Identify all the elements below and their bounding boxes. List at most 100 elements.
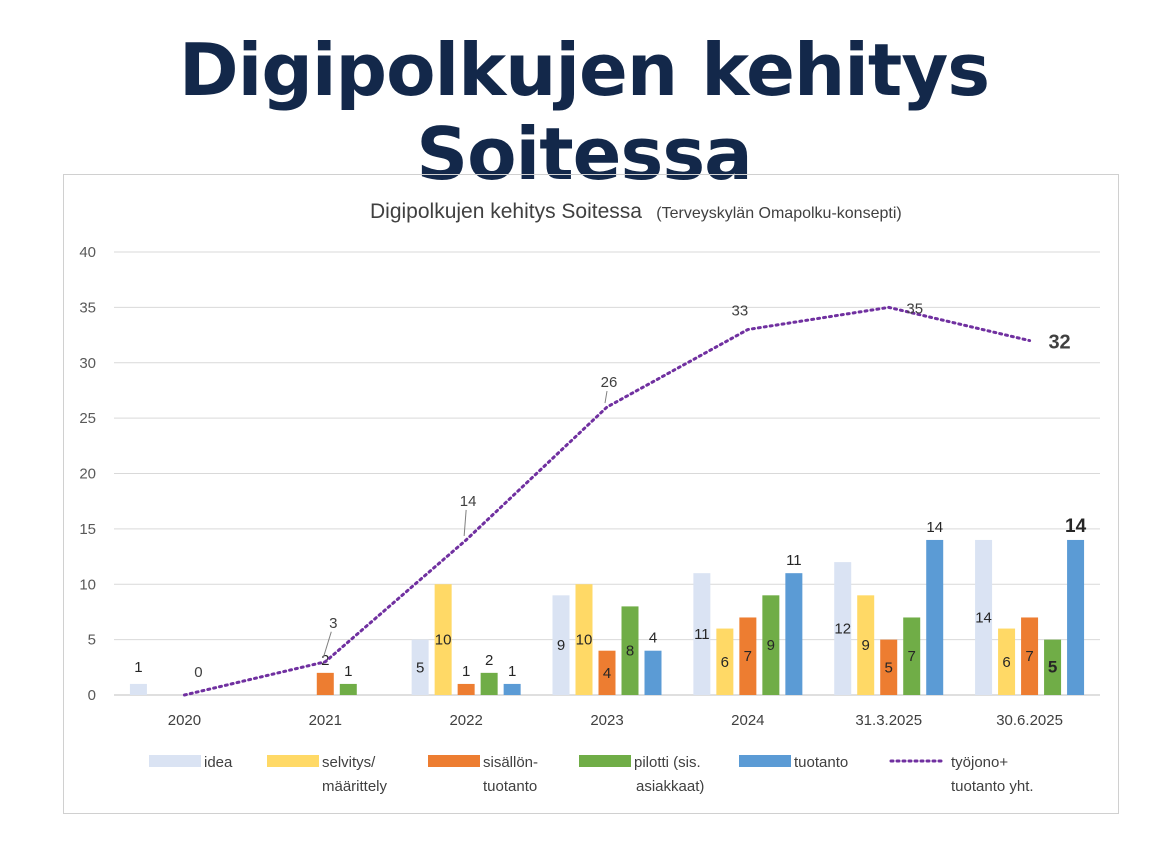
legend-label: asiakkaat) (636, 778, 704, 795)
leader-line (322, 631, 332, 658)
x-tick-label: 2022 (449, 712, 482, 729)
bar (1044, 639, 1062, 695)
x-axis: 2020 2021 2022 2023 2024 31.3.2025 30.6.2025 (168, 712, 1063, 729)
line-data-label: 32 (1048, 332, 1070, 354)
bar (575, 584, 593, 695)
x-tick-label: 2024 (731, 712, 764, 729)
chart-svg: Digipolkujen kehitys Soitessa (Terveysky… (79, 200, 1100, 795)
legend: idea selvitys/määrittely sisällön-tuotanto… (149, 754, 1034, 795)
bar-data-label: 12 (834, 621, 851, 638)
x-tick-label: 2021 (309, 712, 342, 729)
bar-data-label: 14 (1065, 516, 1087, 537)
legend-label: tuotanto yht. (951, 778, 1034, 795)
bar-data-label: 1 (134, 659, 142, 676)
bar-data-label: 1 (344, 663, 352, 680)
gridlines (114, 251, 1100, 696)
legend-swatch (428, 755, 480, 767)
bar (762, 595, 780, 695)
bar-data-label: 9 (767, 637, 775, 654)
chart-frame: Digipolkujen kehitys Soitessa (Terveysky… (63, 174, 1119, 814)
legend-label: sisällön- (483, 754, 538, 771)
bar-data-label: 5 (1048, 657, 1057, 676)
line-data-label: 35 (906, 300, 923, 317)
bar-data-label: 9 (862, 637, 870, 654)
line-data-label: 14 (460, 493, 477, 510)
y-tick-label: 15 (79, 521, 96, 538)
bar-data-label: 11 (786, 552, 802, 569)
bar (457, 683, 475, 695)
chart-subtitle: (Terveyskylän Omapolku-konsepti) (656, 205, 901, 222)
bar-data-label: 10 (576, 632, 593, 649)
legend-swatch (579, 755, 631, 767)
y-tick-label: 10 (79, 576, 96, 593)
legend-label: selvitys/ (322, 754, 376, 771)
bar (434, 584, 452, 695)
leader-line (463, 509, 467, 536)
bar-data-label: 4 (649, 630, 657, 647)
bar (903, 617, 921, 695)
legend-swatch (149, 755, 201, 767)
bar-data-label: 11 (694, 626, 710, 643)
x-tick-label: 2020 (168, 712, 201, 729)
bar (785, 573, 803, 695)
legend-label: määrittely (322, 778, 388, 795)
legend-label: pilotti (sis. (634, 754, 701, 771)
bar-data-label: 4 (603, 665, 611, 682)
legend-label: tuotanto (483, 778, 537, 795)
leader-line (604, 390, 608, 404)
bar (411, 639, 429, 695)
bar-data-label: 1 (508, 663, 516, 680)
bar-data-label: 2 (485, 652, 493, 669)
bar-data-label: 10 (435, 632, 452, 649)
bar (339, 683, 357, 695)
bar-data-label: 7 (1025, 648, 1033, 665)
bar (880, 639, 898, 695)
bar (644, 650, 662, 695)
bar (857, 595, 875, 695)
bar-data-label: 6 (721, 654, 729, 671)
y-tick-label: 40 (79, 244, 96, 261)
bar-data-label: 7 (744, 648, 752, 665)
y-tick-label: 20 (79, 466, 96, 483)
bar-data-label: 14 (975, 609, 992, 626)
chart-title: Digipolkujen kehitys Soitessa (370, 200, 642, 223)
bar-data-label: 5 (416, 659, 424, 676)
bar (1021, 617, 1039, 695)
y-tick-label: 5 (88, 632, 96, 649)
bar-data-label: 1 (462, 663, 470, 680)
y-tick-label: 30 (79, 355, 96, 372)
slide-title: Digipolkujen kehitys Soitessa (178, 28, 990, 196)
legend-label: idea (204, 754, 233, 771)
bar (598, 650, 616, 695)
bar-data-label: 9 (557, 637, 565, 654)
bar (621, 606, 639, 695)
bar (716, 628, 734, 695)
legend-swatch (267, 755, 319, 767)
line-data-label: 0 (194, 664, 202, 681)
bar (129, 683, 147, 695)
y-tick-label: 25 (79, 410, 96, 427)
bar (975, 539, 993, 695)
legend-label: tuotanto (794, 754, 848, 771)
y-tick-label: 0 (88, 687, 96, 704)
bar (693, 573, 711, 695)
bar-data-label: 6 (1002, 654, 1010, 671)
bar (552, 595, 570, 695)
y-axis: 0 5 10 15 20 25 30 35 40 (79, 244, 96, 704)
bar (1067, 539, 1085, 695)
bar-data-label: 5 (885, 659, 893, 676)
bar-data-label: 14 (926, 519, 943, 536)
total-line-path (182, 305, 1032, 697)
bar (834, 562, 852, 695)
bar (998, 628, 1016, 695)
line-data-label: 33 (732, 303, 749, 320)
bar (739, 617, 757, 695)
bar-data-label: 7 (908, 648, 916, 665)
bar-data-label: 8 (626, 643, 634, 660)
line-data-label: 26 (601, 374, 618, 391)
y-tick-label: 35 (79, 299, 96, 316)
bar (926, 539, 944, 695)
line-data-label: 3 (329, 615, 337, 632)
